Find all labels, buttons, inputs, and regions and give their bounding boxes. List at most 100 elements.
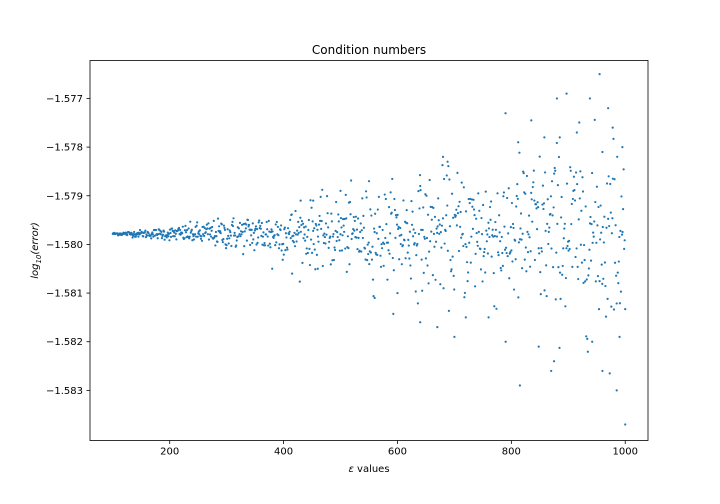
data-point xyxy=(506,196,509,200)
data-point xyxy=(256,241,259,244)
data-point xyxy=(223,226,226,230)
data-point xyxy=(587,267,590,270)
data-point xyxy=(465,245,468,248)
data-point xyxy=(578,197,581,200)
data-point xyxy=(334,229,337,232)
data-point xyxy=(469,261,472,264)
data-point xyxy=(344,247,347,250)
data-point xyxy=(192,238,196,241)
data-point xyxy=(353,219,356,223)
data-point xyxy=(352,215,355,219)
data-point xyxy=(509,226,512,229)
data-point xyxy=(438,223,441,226)
data-point xyxy=(420,228,423,231)
data-point xyxy=(617,282,620,285)
data-point xyxy=(429,240,432,243)
data-point xyxy=(221,240,224,244)
data-point xyxy=(229,234,232,237)
data-point xyxy=(341,234,344,237)
data-point xyxy=(486,233,489,236)
data-point xyxy=(251,222,254,225)
data-point xyxy=(422,271,425,274)
data-point xyxy=(370,258,374,261)
data-point xyxy=(142,235,145,238)
data-point xyxy=(258,219,261,222)
data-point xyxy=(293,245,297,248)
data-point xyxy=(563,222,566,225)
data-point xyxy=(598,280,601,283)
data-point xyxy=(416,302,419,305)
data-point xyxy=(397,227,400,231)
data-point xyxy=(169,235,173,238)
data-point xyxy=(605,226,608,229)
data-point xyxy=(472,198,475,201)
data-point xyxy=(306,251,309,255)
data-point xyxy=(461,232,464,235)
data-point xyxy=(395,216,398,219)
data-point xyxy=(169,231,172,235)
data-point xyxy=(482,255,485,258)
data-point xyxy=(353,229,356,232)
data-point xyxy=(325,233,328,236)
data-point xyxy=(285,236,288,239)
data-point xyxy=(168,228,172,231)
data-point xyxy=(297,220,300,224)
data-point xyxy=(327,226,330,229)
data-point xyxy=(502,195,505,198)
data-point xyxy=(517,241,520,244)
data-point xyxy=(391,177,394,181)
data-point xyxy=(600,231,603,234)
data-point xyxy=(203,234,206,237)
data-point xyxy=(312,242,315,246)
data-point xyxy=(345,217,348,220)
data-point xyxy=(367,252,370,256)
y-axis-label: log10(error) xyxy=(30,222,43,279)
data-point xyxy=(484,271,487,274)
data-point xyxy=(411,235,415,238)
data-point xyxy=(492,271,495,275)
data-point xyxy=(227,242,230,245)
data-point xyxy=(460,181,463,184)
data-point xyxy=(441,155,445,158)
data-point xyxy=(445,174,448,177)
data-point xyxy=(412,228,415,231)
data-point xyxy=(518,384,521,387)
data-point xyxy=(203,226,206,230)
data-point xyxy=(475,231,478,235)
data-point xyxy=(340,226,343,229)
data-point xyxy=(134,235,137,238)
data-point xyxy=(366,258,369,262)
data-point xyxy=(350,237,353,241)
data-point xyxy=(192,235,195,238)
data-point xyxy=(573,199,577,202)
data-point xyxy=(414,231,417,235)
data-point xyxy=(330,220,333,223)
data-point xyxy=(447,309,450,312)
data-point xyxy=(419,184,422,188)
data-point xyxy=(309,238,313,241)
data-point xyxy=(344,193,347,196)
data-point xyxy=(384,236,387,240)
data-point xyxy=(333,246,336,249)
data-point xyxy=(339,217,343,220)
data-point xyxy=(527,233,530,236)
data-point xyxy=(463,291,467,295)
data-point xyxy=(374,212,377,215)
data-point xyxy=(504,112,507,115)
data-point xyxy=(305,252,308,255)
data-point xyxy=(267,219,270,222)
data-point xyxy=(565,182,569,185)
data-point xyxy=(262,231,265,234)
data-point xyxy=(418,207,421,210)
data-point xyxy=(602,241,605,244)
data-point xyxy=(366,243,369,246)
y-tick-label: −1.581 xyxy=(46,289,83,300)
data-point xyxy=(437,197,440,200)
data-point xyxy=(514,239,517,242)
data-point xyxy=(133,230,136,234)
data-point xyxy=(159,233,162,236)
data-point xyxy=(486,252,489,255)
data-point xyxy=(422,206,425,209)
data-point xyxy=(245,239,248,242)
data-point xyxy=(316,267,319,270)
